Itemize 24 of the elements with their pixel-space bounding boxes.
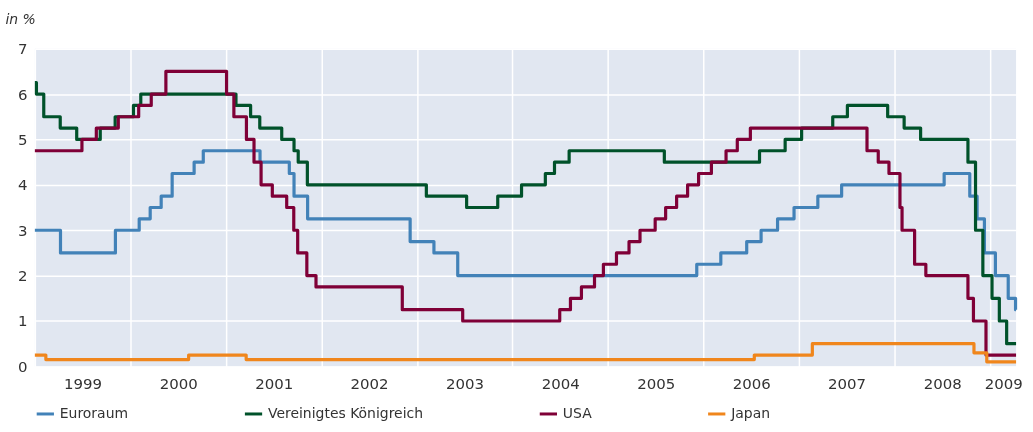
- x-tick-label: 1999: [63, 374, 102, 393]
- x-tick-label: 2000: [159, 374, 198, 393]
- x-tick-label: 2003: [446, 374, 485, 393]
- y-tick-label: 7: [17, 40, 28, 59]
- legend-label: Japan: [730, 404, 771, 421]
- y-tick-label: 1: [17, 312, 28, 331]
- x-tick-label: 2006: [732, 374, 771, 393]
- x-tick-label: 2009: [984, 374, 1023, 393]
- y-axis-title: in %: [5, 11, 36, 28]
- legend-label: Euroraum: [59, 404, 129, 421]
- y-tick-label: 2: [17, 267, 28, 286]
- y-tick-label: 5: [17, 130, 28, 149]
- y-tick-label: 0: [17, 357, 28, 376]
- y-tick-label: 4: [17, 176, 28, 195]
- x-tick-label: 2002: [350, 374, 389, 393]
- x-tick-label: 2004: [541, 374, 580, 393]
- legend-label: Vereinigtes Königreich: [267, 404, 424, 421]
- y-tick-label: 6: [17, 85, 28, 104]
- x-tick-label: 2008: [923, 374, 962, 393]
- x-tick-label: 2005: [637, 374, 676, 393]
- y-tick-label: 3: [17, 221, 28, 240]
- x-tick-label: 2001: [255, 374, 294, 393]
- x-tick-label: 2007: [828, 374, 867, 393]
- legend-label: USA: [562, 404, 593, 421]
